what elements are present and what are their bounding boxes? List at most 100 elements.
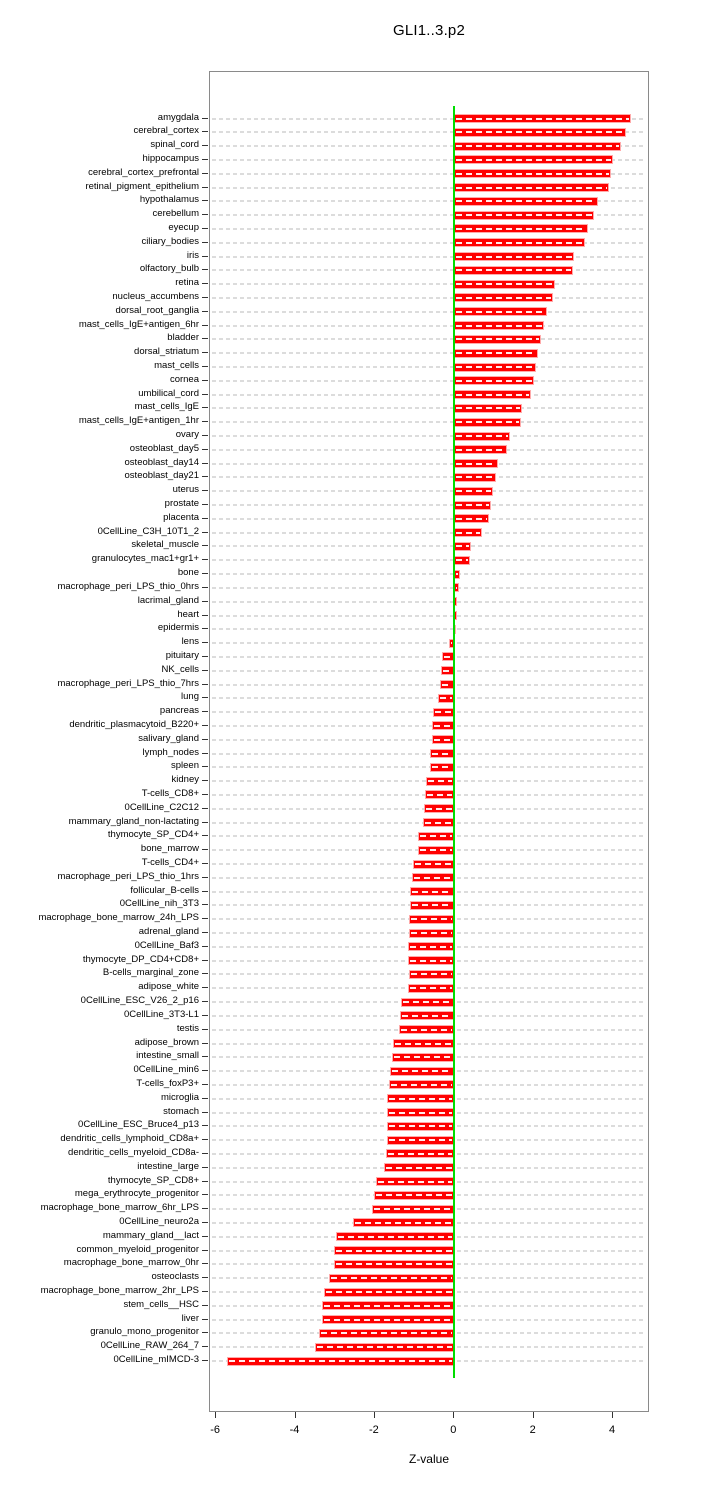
y-tick xyxy=(202,255,208,257)
gridline xyxy=(212,296,646,299)
bar xyxy=(454,362,537,372)
bar xyxy=(399,1025,455,1035)
bar xyxy=(319,1328,455,1338)
category-label: lens xyxy=(181,636,199,648)
y-tick xyxy=(202,283,208,285)
gridline xyxy=(212,310,646,313)
bar xyxy=(439,680,455,690)
bar xyxy=(408,942,455,952)
x-tick xyxy=(532,1412,534,1418)
y-tick xyxy=(202,435,208,437)
y-tick xyxy=(202,186,208,188)
bar-dash-pattern xyxy=(316,1346,453,1349)
gridline xyxy=(212,545,646,548)
y-tick xyxy=(202,1014,208,1016)
bar xyxy=(433,707,455,717)
category-label: intestine_large xyxy=(137,1160,199,1172)
gridline xyxy=(212,421,646,424)
bar xyxy=(322,1315,455,1325)
category-label: bone xyxy=(177,567,199,579)
y-tick xyxy=(202,655,208,657)
bar-dash-pattern xyxy=(401,1014,453,1017)
bar xyxy=(454,224,589,234)
category-label: osteoclasts xyxy=(151,1271,199,1283)
category-label: nucleus_accumbens xyxy=(112,290,199,302)
bar xyxy=(432,721,455,731)
y-tick xyxy=(202,1028,208,1030)
bar xyxy=(454,514,490,524)
y-tick xyxy=(202,531,208,533)
bar xyxy=(324,1287,455,1297)
bar-dash-pattern xyxy=(374,1208,453,1211)
x-tick-label: 0 xyxy=(450,1424,457,1436)
bar-dash-pattern xyxy=(456,338,539,341)
y-tick xyxy=(202,462,208,464)
gridline xyxy=(212,614,646,617)
bar-dash-pattern xyxy=(388,1111,453,1114)
zero-line xyxy=(453,106,456,1379)
y-tick xyxy=(202,642,208,644)
gridline xyxy=(212,683,646,686)
category-label: T-cells_CD8+ xyxy=(141,787,199,799)
category-label: follicular_B-cells xyxy=(130,884,199,896)
category-label: granulocytes_mac1+gr1+ xyxy=(91,553,199,565)
bar-dash-pattern xyxy=(394,1042,453,1045)
bar xyxy=(454,141,622,151)
bar xyxy=(454,114,631,123)
y-tick xyxy=(202,421,208,423)
bar xyxy=(454,307,547,317)
gridline xyxy=(212,338,646,341)
category-label: cerebral_cortex_prefrontal xyxy=(88,166,199,178)
y-tick xyxy=(202,1097,208,1099)
y-tick xyxy=(202,573,208,575)
category-label: thymocyte_SP_CD4+ xyxy=(107,829,199,841)
y-tick xyxy=(202,1111,208,1113)
gridline xyxy=(212,559,646,562)
y-tick xyxy=(202,1221,208,1223)
category-label: macrophage_peri_LPS_thio_1hrs xyxy=(57,870,199,882)
bar-dash-pattern xyxy=(451,642,453,645)
category-label: heart xyxy=(177,608,199,620)
bar xyxy=(454,155,614,165)
bar xyxy=(322,1301,455,1311)
bar xyxy=(407,956,455,966)
y-tick xyxy=(202,863,208,865)
category-label: adrenal_gland xyxy=(138,926,199,938)
y-tick xyxy=(202,1042,208,1044)
x-tick-label: 2 xyxy=(529,1424,536,1436)
bar xyxy=(454,238,586,248)
bar-dash-pattern xyxy=(440,697,453,700)
y-tick xyxy=(202,793,208,795)
bar-dash-pattern xyxy=(377,1180,453,1183)
category-label: 0CellLine_min6 xyxy=(133,1064,199,1076)
y-tick xyxy=(202,269,208,271)
bar-dash-pattern xyxy=(456,490,491,493)
bar-dash-pattern xyxy=(336,1249,453,1252)
bar xyxy=(454,541,471,551)
bar-dash-pattern xyxy=(456,462,496,465)
y-tick xyxy=(202,904,208,906)
bar xyxy=(386,1135,455,1145)
gridline xyxy=(212,186,646,189)
y-tick xyxy=(202,932,208,934)
gridline xyxy=(212,738,646,741)
category-label: T-cells_CD4+ xyxy=(141,857,199,869)
gridline xyxy=(212,145,646,148)
x-tick xyxy=(453,1412,455,1418)
bar xyxy=(227,1356,455,1366)
bar-dash-pattern xyxy=(434,724,453,727)
gridline xyxy=(212,766,646,769)
x-tick xyxy=(612,1412,614,1418)
category-label: cerebellum xyxy=(152,208,199,220)
bar-dash-pattern xyxy=(409,987,453,990)
bar-dash-pattern xyxy=(443,669,453,672)
bar-dash-pattern xyxy=(324,1304,453,1307)
bar xyxy=(454,252,575,262)
gridline xyxy=(212,283,646,286)
gridline xyxy=(212,642,646,645)
y-tick xyxy=(202,1056,208,1058)
category-label: bone_marrow xyxy=(140,843,199,855)
y-tick xyxy=(202,324,208,326)
category-label: macrophage_bone_marrow_6hr_LPS xyxy=(40,1202,199,1214)
bar-dash-pattern xyxy=(456,241,584,244)
